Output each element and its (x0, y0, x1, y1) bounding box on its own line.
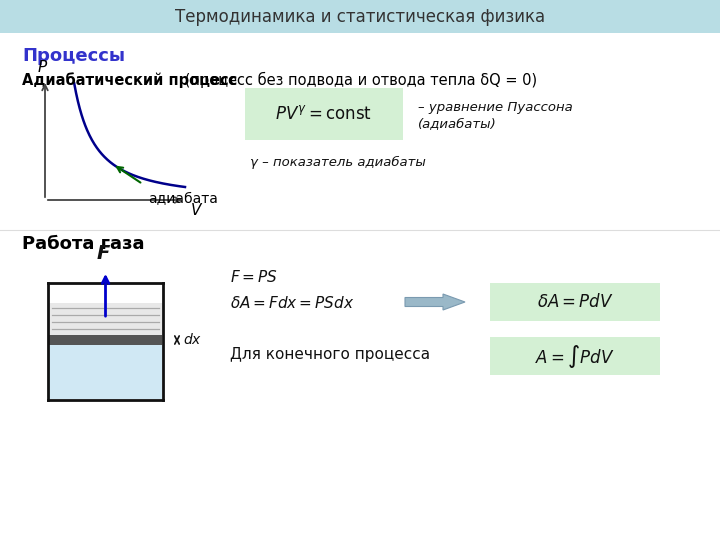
FancyBboxPatch shape (490, 337, 660, 375)
FancyBboxPatch shape (490, 283, 660, 321)
Text: (процесс без подвода и отвода тепла δQ = 0): (процесс без подвода и отвода тепла δQ =… (180, 72, 537, 88)
Text: $dx$: $dx$ (183, 333, 202, 348)
Bar (0, 0, 720, 33)
Text: $\delta A = PdV$: $\delta A = PdV$ (536, 293, 613, 311)
Text: Для конечного процесса: Для конечного процесса (230, 348, 430, 362)
Polygon shape (405, 294, 465, 310)
Text: Процессы: Процессы (22, 47, 125, 65)
Text: Работа газа: Работа газа (22, 235, 145, 253)
Text: (адиабаты): (адиабаты) (418, 118, 497, 131)
FancyBboxPatch shape (245, 88, 403, 140)
Text: $\delta A = Fdx = PSdx$: $\delta A = Fdx = PSdx$ (230, 295, 354, 311)
Bar (49, 335, 162, 345)
Text: $PV^{\gamma}=\mathrm{const}$: $PV^{\gamma}=\mathrm{const}$ (276, 105, 372, 123)
Text: адиабата: адиабата (148, 192, 217, 206)
Text: $\boldsymbol{F}$: $\boldsymbol{F}$ (96, 244, 111, 263)
Text: Адиабатический процесс: Адиабатический процесс (22, 72, 238, 88)
Text: $A = \int PdV$: $A = \int PdV$ (535, 342, 615, 369)
Bar (49, 303, 162, 335)
Bar (49, 345, 162, 399)
Text: $F = PS$: $F = PS$ (230, 269, 278, 285)
Text: P: P (37, 60, 47, 75)
Text: γ – показатель адиабаты: γ – показатель адиабаты (250, 156, 426, 168)
Text: – уравнение Пуассона: – уравнение Пуассона (418, 102, 572, 114)
Text: Термодинамика и статистическая физика: Термодинамика и статистическая физика (175, 8, 545, 26)
Text: V: V (191, 203, 202, 218)
